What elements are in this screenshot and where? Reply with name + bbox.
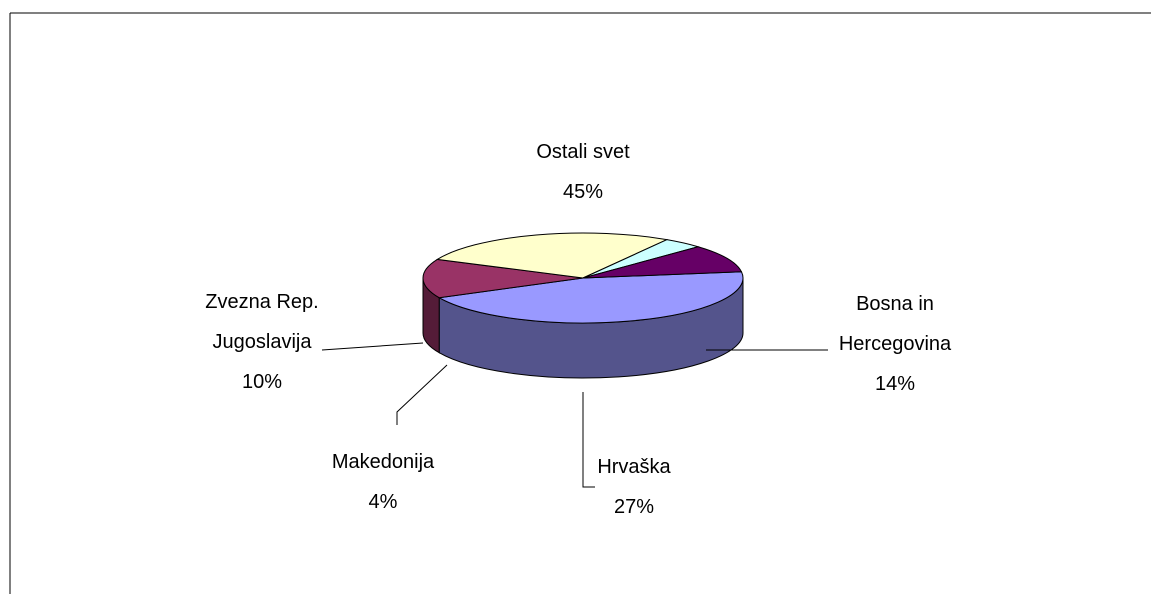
value-label: 10%: [241, 371, 283, 393]
category-label: Zvezna Rep. Jugoslavija: [205, 291, 319, 353]
category-label: Makedonija: [331, 451, 435, 473]
category-label: Ostali svet: [536, 141, 630, 163]
slice: [435, 232, 669, 279]
slice-label: Makedonija 4%: [298, 442, 468, 522]
leader-line: [582, 392, 595, 488]
value-label: 45%: [562, 181, 604, 203]
value-label: 27%: [613, 496, 655, 518]
category-label: Bosna in Hercegovina: [838, 293, 952, 355]
value-label: 4%: [368, 491, 398, 513]
slice-label: Bosna in Hercegovina 14%: [810, 284, 980, 404]
leader-line: [321, 342, 424, 351]
slice-label: Ostali svet 45%: [498, 132, 668, 212]
slice: [422, 258, 584, 299]
slice: [437, 271, 744, 324]
value-label: 14%: [874, 373, 916, 395]
leader-line: [396, 364, 448, 425]
slice: [582, 246, 743, 279]
slice-label: Hrvaška 27%: [549, 447, 719, 527]
category-label: Hrvaška: [597, 456, 671, 478]
slice-label: Zvezna Rep. Jugoslavija 10%: [177, 282, 347, 402]
